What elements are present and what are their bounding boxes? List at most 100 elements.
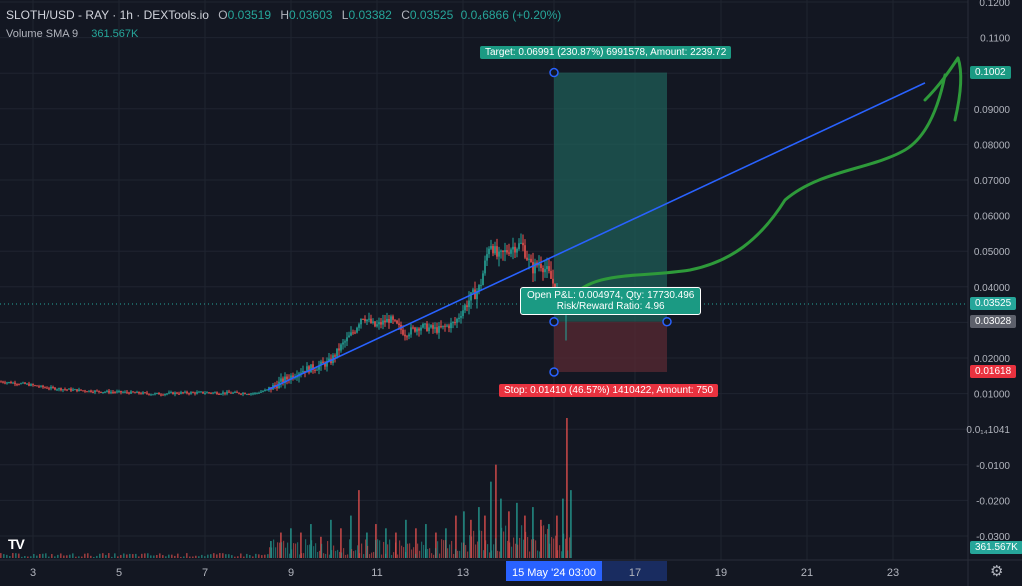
tradingview-logo[interactable]: TV [8, 536, 25, 552]
candle-body [552, 278, 554, 284]
volume-bar [6, 554, 8, 558]
candle-body [524, 245, 526, 258]
volume-bar [283, 540, 285, 558]
volume-bar [419, 550, 421, 558]
volume-bar [425, 524, 427, 558]
candle-body [484, 260, 486, 274]
candle-body [124, 391, 126, 393]
freehand-arrow[interactable] [923, 56, 963, 122]
candle-body [366, 319, 368, 322]
target-zone[interactable] [554, 72, 667, 322]
volume-bar [63, 555, 65, 558]
volume-bar [339, 551, 341, 558]
candle-body [470, 292, 472, 301]
time-tick-label: 23 [887, 567, 899, 579]
volume-bar [491, 550, 493, 558]
candle-body [340, 344, 342, 351]
stop-price-badge: 0.01618 [970, 364, 1017, 378]
volume-bar [551, 537, 553, 558]
volume-bar [379, 540, 381, 558]
entry-handle-right[interactable] [662, 316, 672, 327]
volume-bar [548, 524, 550, 558]
time-axis-labels: 3 5 7 9 11 13 15 May '24 03:00 17 19 21 23 [30, 567, 899, 579]
candle-body [526, 257, 528, 260]
entry-handle-left[interactable] [549, 316, 559, 327]
candle-body [382, 320, 384, 325]
volume-bar [198, 556, 200, 558]
candle-body [378, 322, 380, 325]
volume-bar [300, 532, 302, 558]
volume-bar [168, 554, 170, 558]
volume-bar [72, 553, 74, 558]
volume-bar [363, 554, 365, 558]
volume-bar [30, 556, 32, 558]
price-tick-label: -0.0300 [976, 532, 1010, 543]
freehand-drawing[interactable] [568, 73, 947, 302]
pnl-box[interactable]: Open P&L: 0.004974, Qty: 17730.496 Risk/… [520, 287, 702, 315]
volume-bar [533, 539, 535, 558]
candle-body [58, 388, 60, 390]
target-label[interactable]: Target: 0.06991 (230.87%) 6991578, Amoun… [480, 46, 732, 59]
volume-bar [385, 528, 387, 558]
trendline[interactable] [267, 82, 926, 391]
candle-body [486, 254, 488, 261]
candle-body [440, 326, 442, 328]
volume-bar [367, 545, 369, 558]
candle-body [232, 392, 234, 394]
candle-body [210, 392, 212, 394]
volume-bar [357, 545, 359, 558]
volume-bar [108, 553, 110, 558]
candle-body [216, 392, 218, 394]
time-tick-label: 5 [116, 567, 122, 579]
candle-body [506, 250, 508, 253]
candle-body [116, 391, 118, 393]
candle-body [22, 382, 24, 384]
volume-bar [305, 539, 307, 558]
price-scale[interactable] [968, 0, 1022, 560]
candle-body [290, 375, 292, 380]
volume-bar [483, 550, 485, 558]
volume-bar [395, 542, 397, 558]
candle-body [548, 266, 550, 272]
stop-zone[interactable] [554, 321, 667, 372]
candle-body [138, 391, 140, 394]
candle-body [418, 328, 420, 331]
candle-body [404, 334, 406, 337]
volume-bar [216, 554, 218, 558]
volume-bar [78, 556, 80, 558]
candle-body [546, 266, 548, 270]
stop-handle[interactable] [549, 367, 559, 377]
candle-body [82, 390, 84, 392]
candle-body [142, 392, 144, 394]
volume-bar [192, 556, 194, 558]
candle-body [434, 327, 436, 329]
volume-bar [473, 530, 475, 558]
volume-bar [541, 526, 543, 558]
candle-body [208, 392, 210, 394]
candle-body [262, 391, 264, 393]
gear-icon[interactable]: ⚙ [990, 563, 1004, 580]
volume-bar [81, 556, 83, 558]
time-tick-label: 17 [629, 567, 641, 579]
volume-bar [309, 544, 311, 558]
candle-body [180, 392, 182, 394]
candle-body [94, 390, 96, 393]
volume-bar [566, 418, 568, 558]
candle-body [360, 318, 362, 325]
volume-bar [557, 550, 559, 558]
candle-body [68, 388, 70, 390]
stop-label[interactable]: Stop: 0.01410 (46.57%) 1410422, Amount: … [499, 384, 719, 397]
price-tick-label: -0.0200 [976, 496, 1010, 507]
volume-bar [421, 541, 423, 558]
candle-body [44, 387, 46, 389]
candle-body [352, 332, 354, 334]
candle-body [492, 246, 494, 254]
candle-body [6, 382, 8, 384]
target-handle[interactable] [549, 67, 559, 78]
low-value: 0.03382 [348, 8, 392, 22]
volume-series [0, 418, 572, 558]
candle-body [402, 329, 404, 335]
candle-body [106, 390, 108, 392]
volume-bar [567, 550, 569, 558]
